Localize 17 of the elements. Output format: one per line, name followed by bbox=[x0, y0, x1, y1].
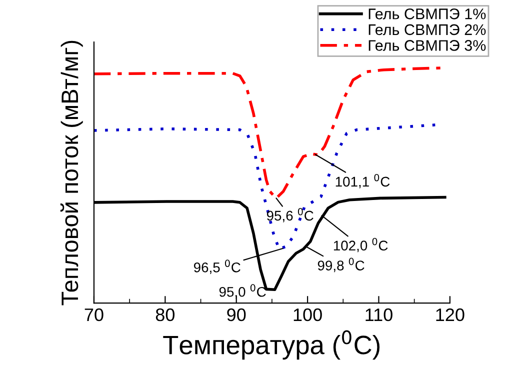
annotation: 102,0 $^{0}$C bbox=[334, 238, 388, 252]
x-tick-label: 100 bbox=[294, 308, 322, 322]
x-tick-label: 70 bbox=[84, 308, 104, 322]
y-axis-title: Тепловой поток (мВт/мг) bbox=[60, 40, 83, 306]
annotation: 101,1 $^{0}$C bbox=[336, 174, 390, 188]
legend-label: Гель СВМПЭ 2% bbox=[368, 24, 486, 36]
x-tick-label: 90 bbox=[227, 308, 246, 322]
x-tick-label: 80 bbox=[156, 308, 174, 322]
x-tick-label: 110 bbox=[366, 308, 392, 322]
annotation: 96,5 $^{0}$C bbox=[194, 260, 240, 274]
x-tick-label: 120 bbox=[436, 308, 464, 322]
annotation: 95,6 $^{0}$C bbox=[266, 208, 314, 222]
annotation: 95,0 $^{0}$C bbox=[219, 284, 266, 298]
x-axis-title: Температура ($^{0}$C) bbox=[163, 330, 380, 360]
legend-label: Гель СВМПЭ 1% bbox=[368, 8, 486, 20]
legend-label: Гель СВМПЭ 3% bbox=[368, 40, 486, 51]
annotation: 99,8 $^{0}$C bbox=[318, 258, 364, 272]
